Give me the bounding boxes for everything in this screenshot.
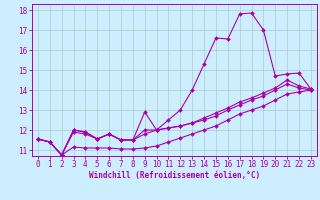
X-axis label: Windchill (Refroidissement éolien,°C): Windchill (Refroidissement éolien,°C) bbox=[89, 171, 260, 180]
